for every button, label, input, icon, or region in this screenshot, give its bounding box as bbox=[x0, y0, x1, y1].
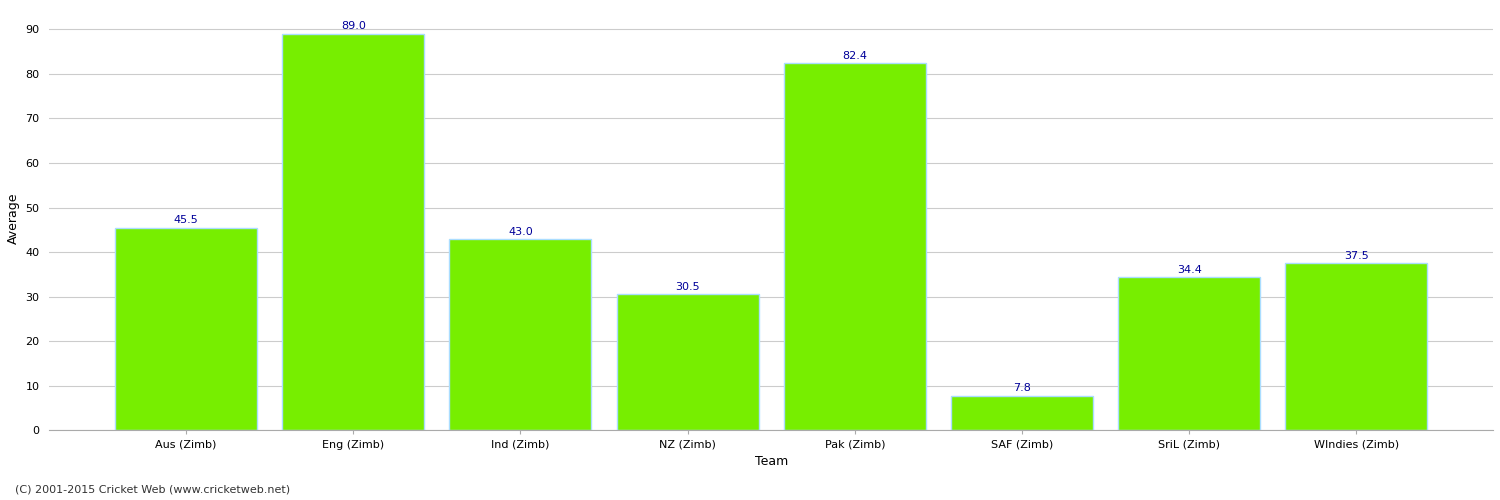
Bar bbox=[951, 396, 1094, 430]
Bar bbox=[282, 34, 424, 430]
Y-axis label: Average: Average bbox=[8, 193, 20, 244]
Text: 82.4: 82.4 bbox=[843, 51, 867, 61]
X-axis label: Team: Team bbox=[754, 455, 788, 468]
Text: 7.8: 7.8 bbox=[1013, 384, 1031, 394]
Text: (C) 2001-2015 Cricket Web (www.cricketweb.net): (C) 2001-2015 Cricket Web (www.cricketwe… bbox=[15, 485, 290, 495]
Bar bbox=[450, 239, 591, 430]
Bar bbox=[783, 63, 926, 430]
Text: 30.5: 30.5 bbox=[675, 282, 700, 292]
Text: 89.0: 89.0 bbox=[340, 22, 366, 32]
Bar bbox=[616, 294, 759, 430]
Text: 45.5: 45.5 bbox=[174, 216, 198, 226]
Text: 37.5: 37.5 bbox=[1344, 251, 1370, 261]
Bar bbox=[116, 228, 256, 430]
Text: 34.4: 34.4 bbox=[1176, 265, 1202, 275]
Bar bbox=[1118, 277, 1260, 430]
Text: 43.0: 43.0 bbox=[509, 226, 532, 236]
Bar bbox=[1286, 264, 1428, 430]
